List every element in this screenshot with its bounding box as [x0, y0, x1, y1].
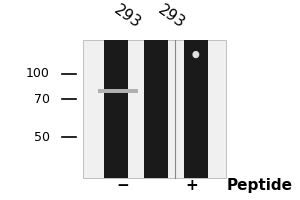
Text: +: + [185, 178, 198, 193]
Text: Peptide: Peptide [226, 178, 292, 193]
Ellipse shape [192, 51, 199, 58]
Text: 293: 293 [111, 2, 143, 31]
Text: 70: 70 [34, 93, 50, 106]
Bar [83, 40, 226, 178]
Bar [184, 40, 208, 178]
Bar [104, 40, 128, 178]
Text: −: − [116, 178, 129, 193]
Bar [98, 89, 138, 93]
Bar [144, 40, 168, 178]
Text: 100: 100 [26, 67, 50, 80]
Text: 50: 50 [34, 131, 50, 144]
Text: 293: 293 [155, 2, 187, 31]
